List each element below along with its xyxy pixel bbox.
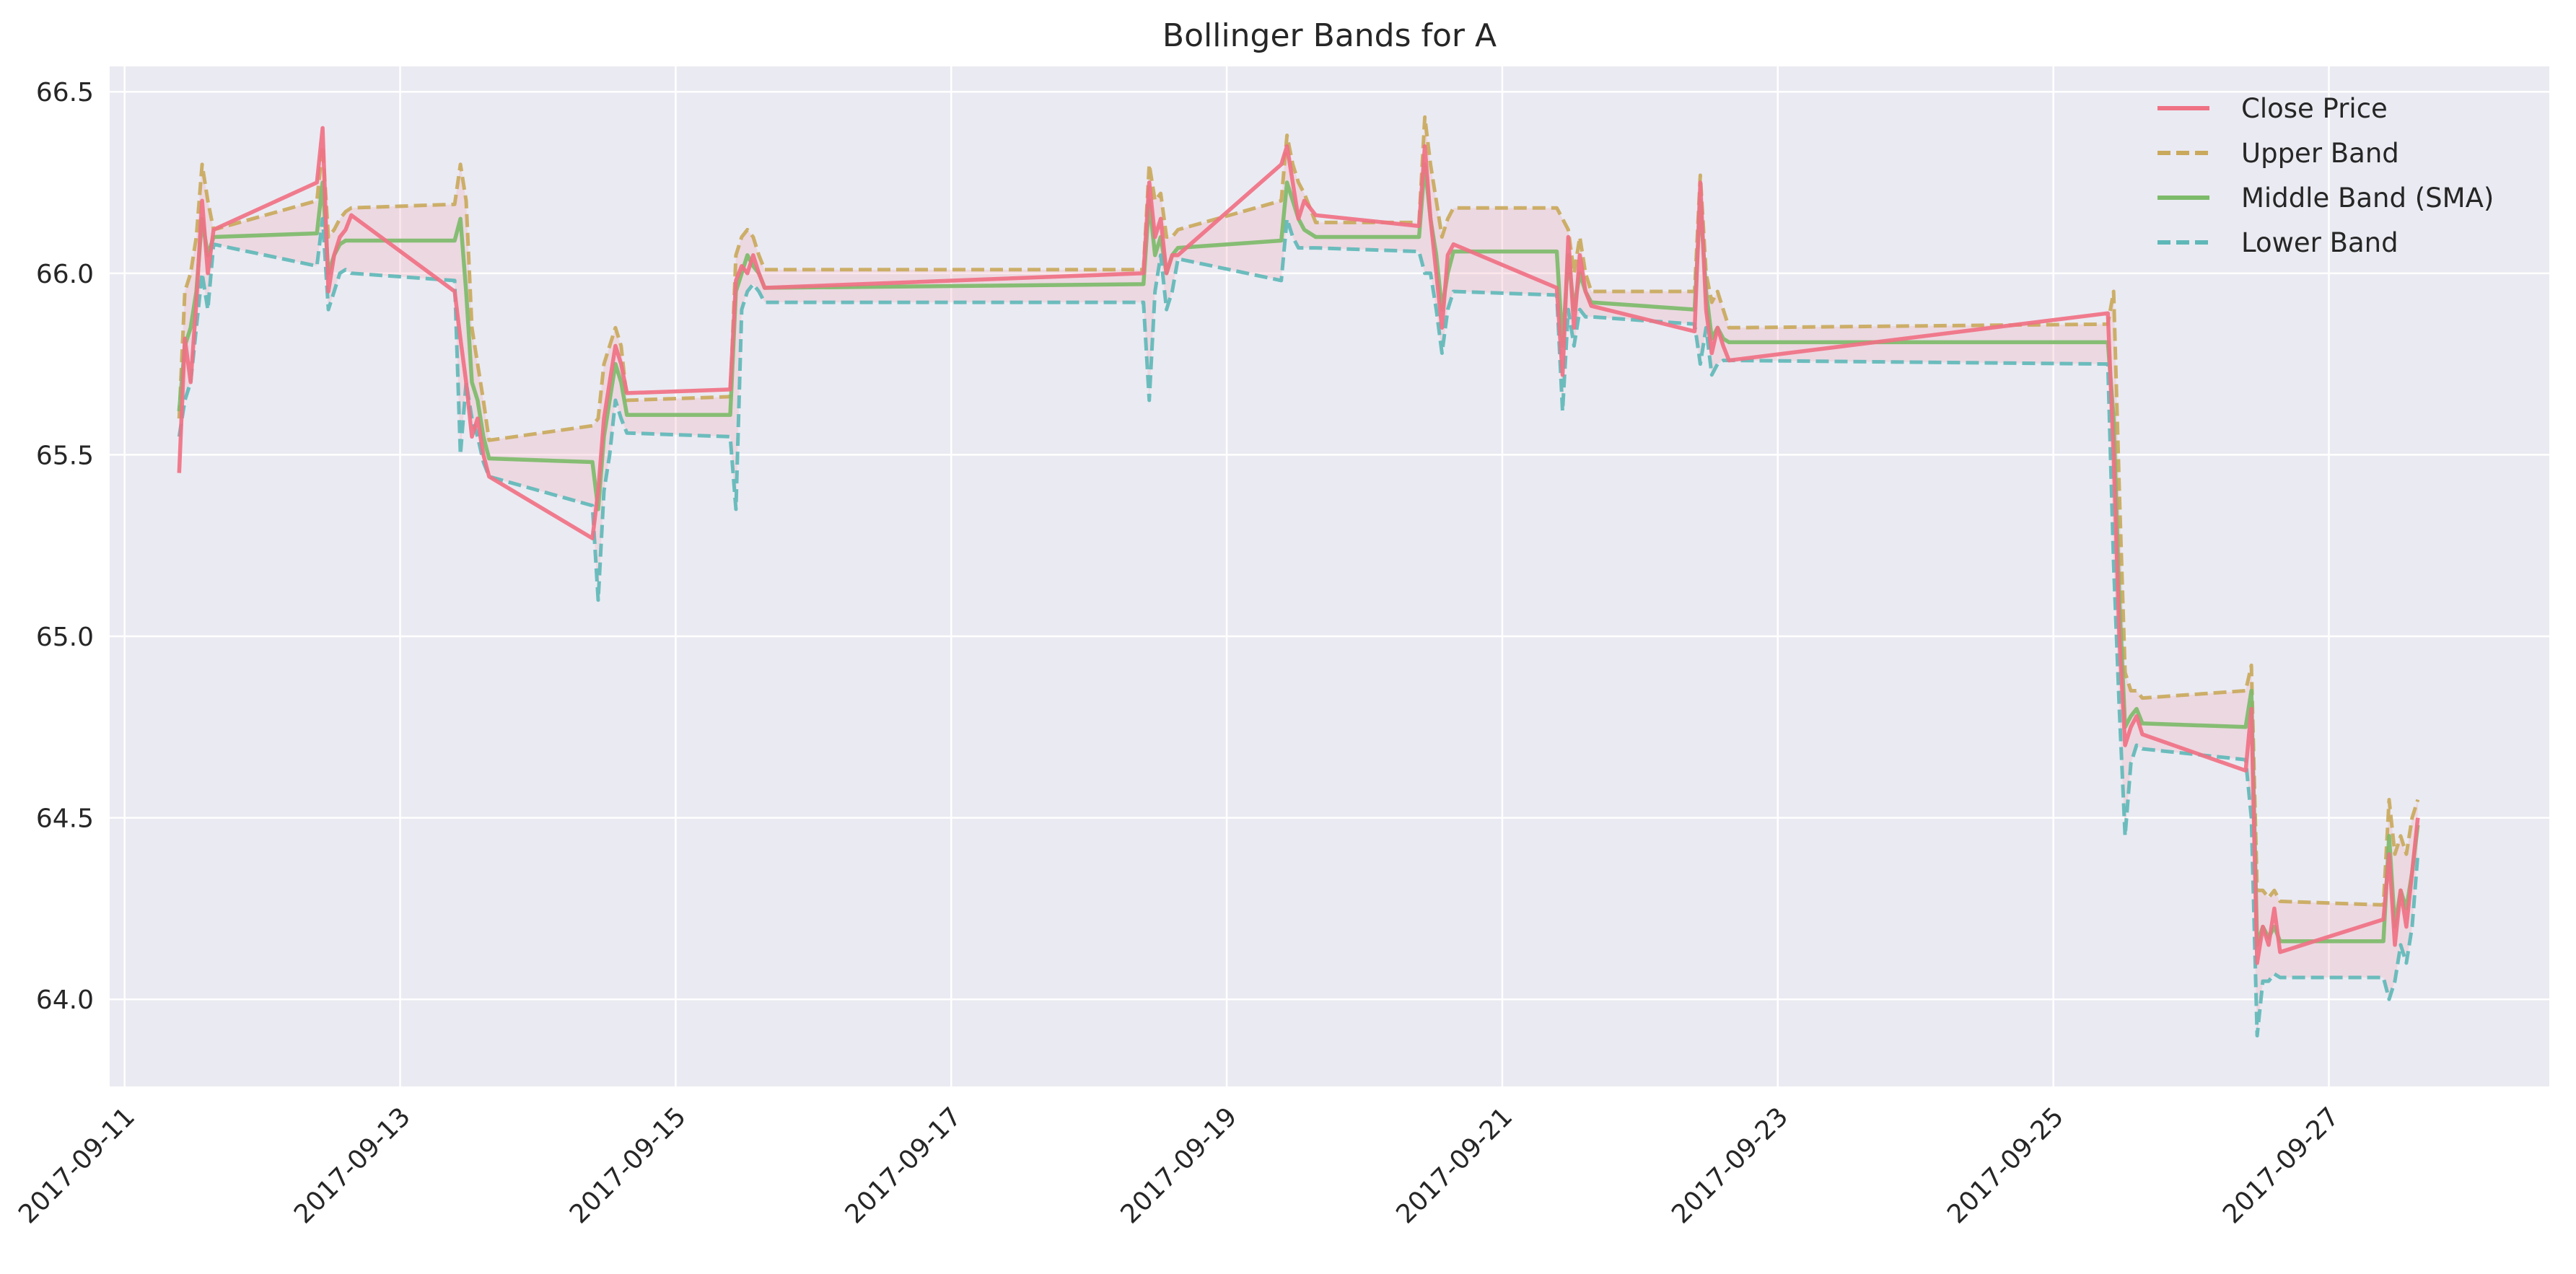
legend: Close Price Upper Band Middle Band (SMA) Lo… — [2157, 93, 2494, 258]
y-tick-label: 66.5 — [36, 78, 94, 107]
y-tick-label: 66.0 — [36, 260, 94, 289]
y-tick-label: 65.0 — [36, 623, 94, 652]
legend-label: Middle Band (SMA) — [2241, 183, 2494, 214]
y-tick-label: 64.5 — [36, 804, 94, 834]
legend-label: Upper Band — [2241, 138, 2399, 169]
y-tick-label: 64.0 — [36, 985, 94, 1015]
legend-label: Lower Band — [2241, 227, 2398, 258]
legend-label: Close Price — [2241, 93, 2388, 124]
grid-lines — [110, 66, 2549, 1086]
series-line-upper-band — [177, 115, 2420, 907]
chart-title: Bollinger Bands for A — [1162, 17, 1497, 54]
series-lines — [177, 115, 2420, 1038]
y-tick-label: 65.5 — [36, 441, 94, 470]
series-line-close-price — [177, 126, 2420, 965]
series-line-lower-band — [177, 216, 2420, 1038]
plot-background — [110, 66, 2549, 1086]
